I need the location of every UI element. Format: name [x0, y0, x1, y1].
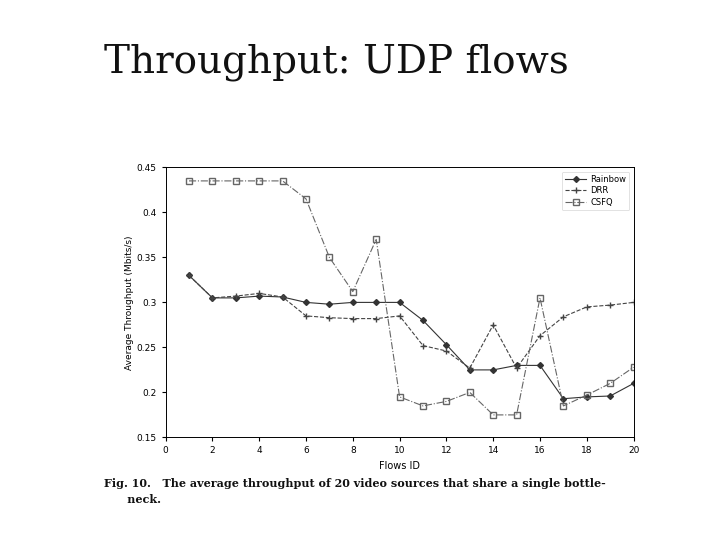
- Y-axis label: Average Throughput (Mbits/s): Average Throughput (Mbits/s): [125, 235, 134, 370]
- Rainbow: [232, 295, 240, 301]
- DRR: [372, 315, 381, 322]
- CSFQ: [513, 411, 521, 418]
- CSFQ: [606, 380, 615, 387]
- DRR: [442, 348, 451, 354]
- CSFQ: [419, 403, 428, 409]
- Rainbow: [582, 394, 591, 400]
- CSFQ: [184, 178, 193, 184]
- Text: Fig. 10.   The average throughput of 20 video sources that share a single bottle: Fig. 10. The average throughput of 20 vi…: [104, 478, 606, 489]
- DRR: [279, 294, 287, 300]
- CSFQ: [395, 394, 404, 400]
- CSFQ: [325, 254, 333, 261]
- Line: Rainbow: Rainbow: [187, 273, 636, 401]
- Rainbow: [348, 299, 357, 306]
- Text: neck.: neck.: [104, 494, 161, 505]
- CSFQ: [629, 364, 638, 370]
- Rainbow: [279, 294, 287, 300]
- CSFQ: [536, 295, 544, 301]
- DRR: [302, 313, 310, 319]
- DRR: [513, 365, 521, 372]
- CSFQ: [442, 398, 451, 404]
- CSFQ: [466, 389, 474, 396]
- Rainbow: [255, 293, 264, 299]
- CSFQ: [232, 178, 240, 184]
- Rainbow: [466, 367, 474, 373]
- Rainbow: [536, 362, 544, 369]
- DRR: [232, 293, 240, 299]
- Line: CSFQ: CSFQ: [186, 178, 636, 417]
- Rainbow: [372, 299, 381, 306]
- Rainbow: [606, 393, 615, 399]
- DRR: [582, 303, 591, 310]
- DRR: [348, 315, 357, 322]
- CSFQ: [559, 403, 567, 409]
- CSFQ: [348, 288, 357, 295]
- CSFQ: [489, 411, 498, 418]
- CSFQ: [372, 236, 381, 242]
- DRR: [629, 299, 638, 306]
- DRR: [325, 314, 333, 321]
- DRR: [466, 365, 474, 372]
- CSFQ: [582, 392, 591, 399]
- Text: Throughput: UDP flows: Throughput: UDP flows: [104, 43, 569, 80]
- DRR: [536, 333, 544, 339]
- Rainbow: [513, 362, 521, 369]
- DRR: [606, 302, 615, 308]
- DRR: [395, 313, 404, 319]
- Rainbow: [208, 295, 217, 301]
- Rainbow: [419, 317, 428, 323]
- Rainbow: [302, 299, 310, 306]
- Rainbow: [184, 272, 193, 279]
- Legend: Rainbow, DRR, CSFQ: Rainbow, DRR, CSFQ: [562, 172, 629, 210]
- CSFQ: [302, 195, 310, 202]
- Line: DRR: DRR: [186, 272, 637, 372]
- DRR: [559, 314, 567, 320]
- CSFQ: [208, 178, 217, 184]
- DRR: [208, 295, 217, 301]
- Rainbow: [559, 395, 567, 402]
- X-axis label: Flows ID: Flows ID: [379, 461, 420, 471]
- Rainbow: [489, 367, 498, 373]
- DRR: [184, 272, 193, 279]
- Rainbow: [442, 341, 451, 348]
- Rainbow: [325, 301, 333, 307]
- Rainbow: [629, 380, 638, 387]
- CSFQ: [255, 178, 264, 184]
- CSFQ: [279, 178, 287, 184]
- DRR: [489, 322, 498, 328]
- Rainbow: [395, 299, 404, 306]
- DRR: [419, 342, 428, 349]
- DRR: [255, 290, 264, 296]
